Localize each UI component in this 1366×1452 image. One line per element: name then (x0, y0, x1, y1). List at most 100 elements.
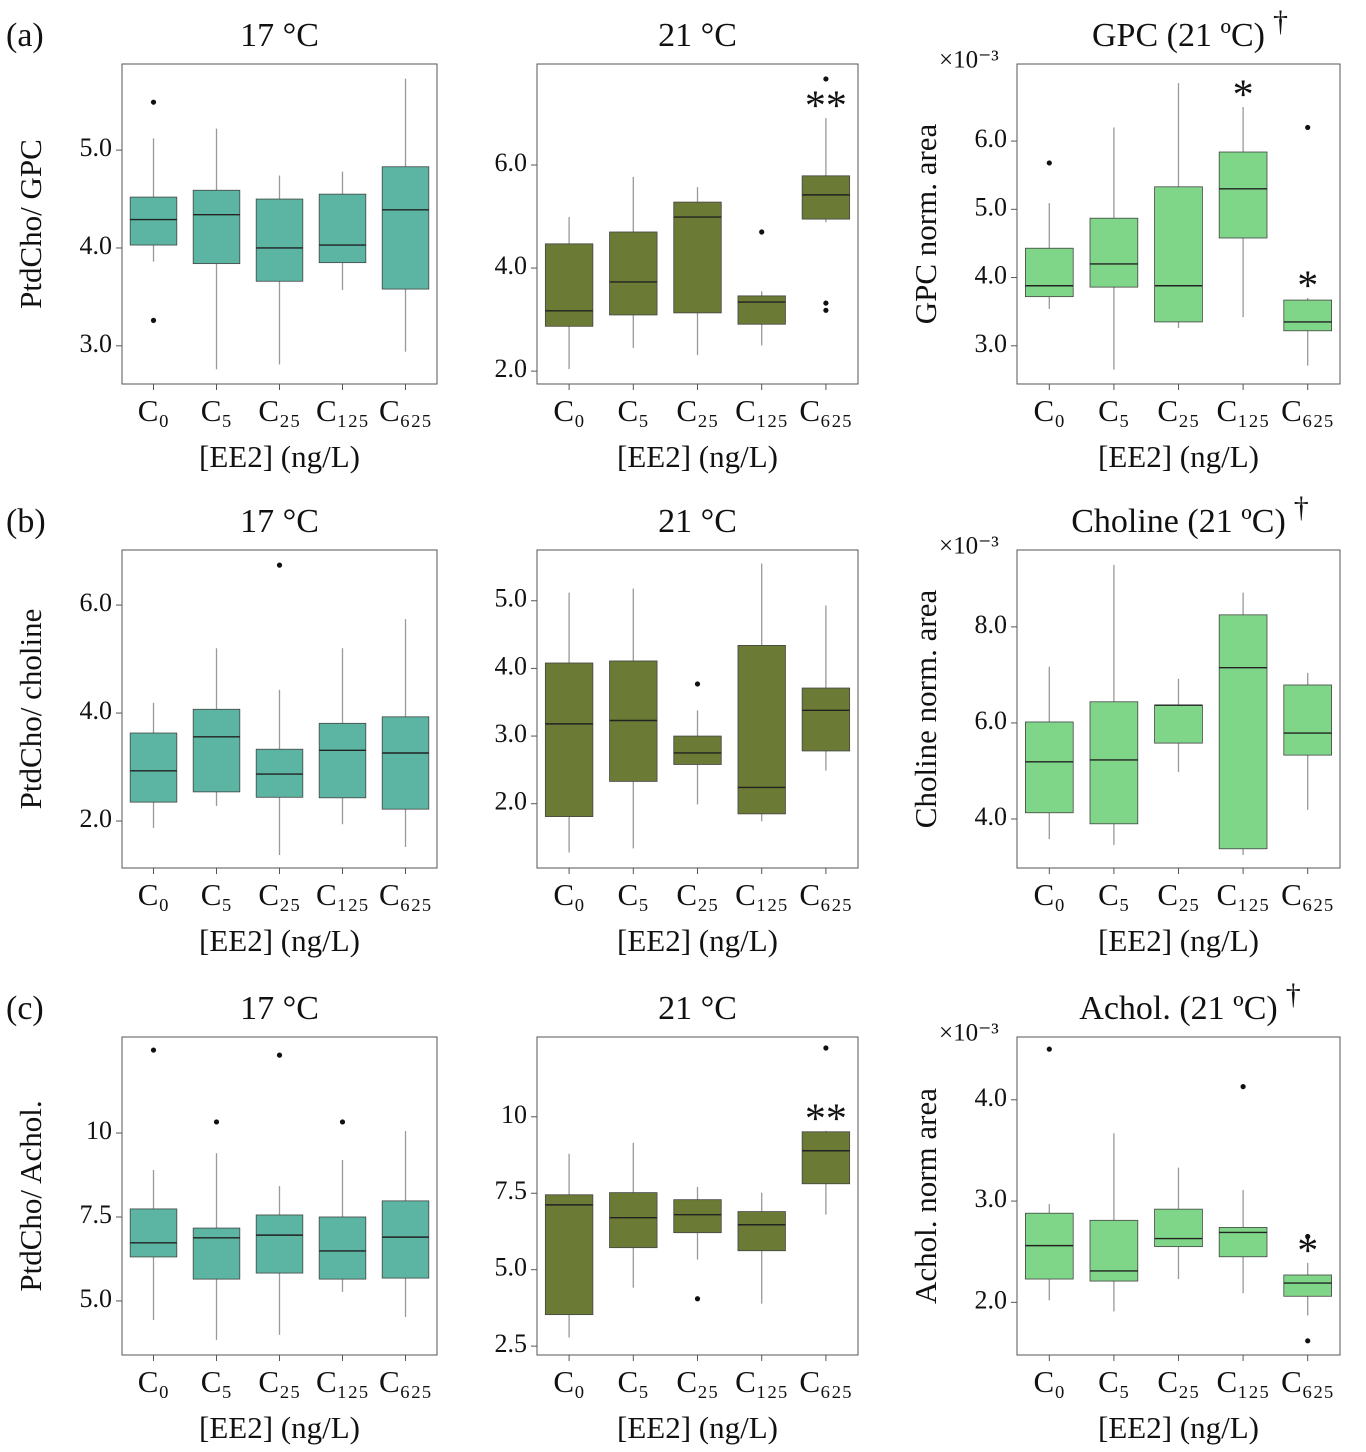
y-tick-label: 2.5 (495, 1329, 528, 1358)
outlier (150, 1047, 157, 1053)
panel: 4.0 6.0 8.0 C₀ C₅ C₂₅ C₁₂₅ C₆₂₅ Choline (21 ºC) †… (908, 491, 1341, 958)
significance-mark: * (1233, 73, 1254, 119)
x-tick-label: C₅ (201, 877, 232, 912)
outlier (213, 1119, 220, 1125)
box (1154, 186, 1203, 323)
panel-title: 21 °C (658, 17, 737, 54)
outlier (276, 1052, 283, 1058)
box (381, 716, 430, 810)
x-tick-label: C₂₅ (676, 393, 718, 428)
box (1089, 217, 1139, 288)
significance-mark: * (1297, 1228, 1318, 1274)
outlier (694, 1296, 701, 1302)
x-tick-label: C₂₅ (676, 1364, 718, 1399)
x-tick-label: C₀ (1034, 1364, 1065, 1399)
y-axis-label: PtdCho/ choline (13, 609, 48, 810)
y-axis-label: PtdCho/ GPC (13, 139, 48, 309)
y-tick-label: 10 (501, 1100, 527, 1129)
y-tick-label: 4.0 (975, 1083, 1008, 1112)
y-tick-label: 8.0 (975, 610, 1008, 639)
x-tick-label: C₅ (1098, 877, 1129, 912)
x-axis-label: [EE2] (ng/L) (617, 439, 778, 474)
box (1283, 684, 1333, 756)
box (1154, 1208, 1203, 1248)
panel-title: GPC (21 ºC) (1092, 17, 1265, 54)
box (318, 193, 367, 264)
y-tick-label: 5.0 (80, 133, 113, 162)
y-tick-label: 2.0 (495, 787, 528, 816)
box (129, 732, 178, 803)
x-tick-label: C₅ (1098, 1364, 1129, 1399)
y-tick-label: 4.0 (495, 251, 528, 280)
y-tick-label: 5.0 (80, 1284, 113, 1313)
box (673, 1199, 722, 1234)
x-tick-label: C₆₂₅ (379, 877, 432, 912)
y-tick-label: 3.0 (975, 1184, 1008, 1213)
x-tick-label: C₁₂₅ (316, 393, 369, 428)
x-tick-label: C₀ (138, 393, 169, 428)
panel: 2.0 3.0 4.0 5.0 C₀ C₅ C₂₅ C₁₂₅ C₆₂₅ 21 °C [EE2] (n… (495, 503, 859, 958)
x-axis-label: [EE2] (ng/L) (199, 439, 360, 474)
box (1024, 247, 1074, 298)
y-tick-label: 4.0 (80, 231, 113, 260)
significance-mark: * (1297, 264, 1318, 310)
x-axis-label: [EE2] (ng/L) (1098, 1410, 1259, 1445)
x-axis-label: [EE2] (ng/L) (617, 923, 778, 958)
outlier (823, 300, 829, 306)
outlier (276, 562, 283, 568)
panel-title: 21 °C (658, 503, 737, 540)
significance-mark: ** (805, 84, 847, 130)
y-tick-label: 6.0 (975, 706, 1008, 735)
x-tick-label: C₀ (138, 877, 169, 912)
box (129, 1208, 178, 1258)
panel: 3.0 4.0 5.0 C₀ C₅ C₂₅ C₁₂₅ C₆₂₅ 17 °C (a) PtdCho/ … (6, 17, 438, 474)
y-tick-label: 2.0 (975, 1285, 1008, 1314)
x-tick-label: C₂₅ (1157, 877, 1199, 912)
x-tick-label: C₁₂₅ (1217, 877, 1270, 912)
box (544, 662, 594, 817)
box (737, 645, 786, 815)
box (1218, 151, 1268, 239)
x-tick-label: C₆₂₅ (1281, 1364, 1334, 1399)
y-tick-label: 4.0 (975, 802, 1008, 831)
dagger: † (1294, 491, 1309, 524)
x-axis-label: [EE2] (ng/L) (617, 1410, 778, 1445)
y-tick-label: 3.0 (495, 719, 528, 748)
exponent-label: ×10⁻³ (939, 47, 999, 74)
y-tick-label: 5.0 (495, 584, 528, 613)
dagger: † (1286, 978, 1301, 1011)
box (544, 243, 594, 327)
outlier (823, 307, 829, 313)
outlier (1046, 1046, 1052, 1052)
panel: 3.0 4.0 5.0 6.0 C₀ C₅ C₂₅ C₁₂₅ C₆₂₅ * * GPC (21 ºC)… (908, 5, 1341, 474)
outlier (150, 99, 157, 105)
panel: 2.0 4.0 6.0 C₀ C₅ C₂₅ C₁₂₅ C₆₂₅ ** 21 °C [EE2] (ng… (495, 17, 859, 474)
x-axis-label: [EE2] (ng/L) (199, 1410, 360, 1445)
y-tick-label: 3.0 (975, 329, 1008, 358)
outlier (1305, 1338, 1311, 1344)
x-axis-label: [EE2] (ng/L) (1098, 439, 1259, 474)
x-tick-label: C₆₂₅ (1281, 393, 1334, 428)
outlier (1305, 124, 1311, 131)
x-tick-label: C₅ (1098, 393, 1129, 428)
y-axis-label: Choline norm. area (908, 590, 943, 829)
panel: 5.0 7.5 10 C₀ C₅ C₂₅ C₁₂₅ C₆₂₅ 17 °C (c) PtdCho/ A… (6, 990, 438, 1445)
box (1154, 704, 1203, 744)
y-tick-label: 4.0 (495, 651, 528, 680)
outlier (823, 1045, 829, 1051)
x-tick-label: C₆₂₅ (799, 393, 852, 428)
box (544, 1194, 594, 1316)
y-axis-label: Achol. norm area (908, 1088, 943, 1304)
panel-label: (b) (6, 503, 46, 540)
box (318, 1216, 367, 1280)
box (801, 687, 851, 752)
x-tick-label: C₁₂₅ (316, 1364, 369, 1399)
x-tick-label: C₅ (201, 1364, 232, 1399)
x-tick-label: C₅ (618, 1364, 649, 1399)
y-tick-label: 6.0 (975, 124, 1008, 153)
y-tick-label: 5.0 (975, 192, 1008, 221)
outlier (1240, 1084, 1246, 1090)
box (192, 708, 241, 793)
box (255, 1214, 304, 1274)
